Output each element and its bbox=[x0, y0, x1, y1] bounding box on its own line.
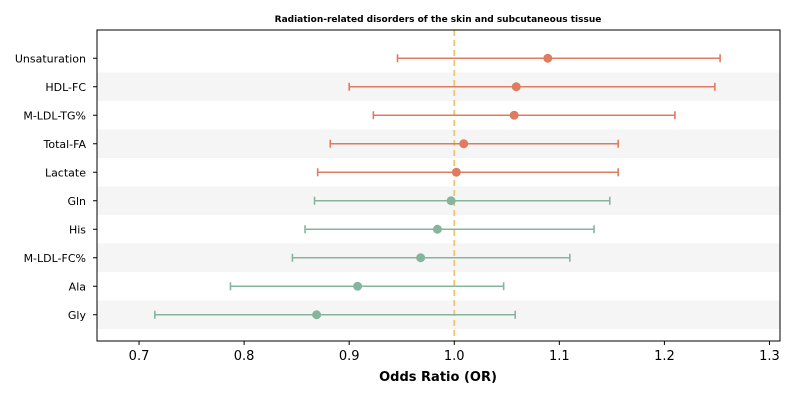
chart-title: Radiation-related disorders of the skin … bbox=[275, 15, 602, 25]
or-point-4 bbox=[451, 167, 461, 177]
or-point-6 bbox=[432, 224, 442, 234]
x-tick-label-3: 1.0 bbox=[444, 349, 465, 364]
y-tick-label-7: M-LDL-FC% bbox=[24, 252, 86, 265]
or-point-2 bbox=[509, 110, 519, 120]
x-tick-label-5: 1.2 bbox=[654, 349, 675, 364]
x-tick-label-2: 0.9 bbox=[339, 349, 360, 364]
y-tick-label-3: Total-FA bbox=[42, 138, 86, 151]
y-tick-label-8: Ala bbox=[69, 280, 86, 293]
x-tick-label-1: 0.8 bbox=[234, 349, 255, 364]
x-tick-label-0: 0.7 bbox=[129, 349, 150, 364]
or-point-1 bbox=[511, 82, 521, 92]
or-point-7 bbox=[416, 253, 426, 263]
data-marks bbox=[153, 53, 721, 320]
x-ticks: 0.7 0.8 0.9 1.0 1.1 1.2 1.3 bbox=[129, 341, 780, 364]
y-tick-label-6: His bbox=[69, 223, 86, 236]
y-tick-label-5: Gln bbox=[67, 195, 86, 208]
x-axis-label: Odds Ratio (OR) bbox=[379, 370, 497, 385]
x-tick-label-4: 1.1 bbox=[549, 349, 570, 364]
plot-frame bbox=[96, 29, 781, 342]
y-tick-label-0: Unsaturation bbox=[15, 52, 86, 65]
or-point-0 bbox=[543, 53, 553, 63]
y-tick-label-1: HDL-FC bbox=[45, 81, 86, 94]
x-tick-label-6: 1.3 bbox=[759, 349, 780, 364]
or-point-9 bbox=[312, 310, 322, 320]
y-tick-label-2: M-LDL-TG% bbox=[23, 109, 86, 122]
or-point-5 bbox=[446, 196, 456, 206]
or-point-8 bbox=[353, 281, 363, 291]
y-tick-label-4: Lactate bbox=[45, 166, 86, 179]
or-point-3 bbox=[459, 139, 469, 149]
y-tick-label-9: Gly bbox=[68, 309, 87, 322]
y-tick-labels: Unsaturation HDL-FC M-LDL-TG% Total-FA Lacta… bbox=[15, 52, 97, 322]
